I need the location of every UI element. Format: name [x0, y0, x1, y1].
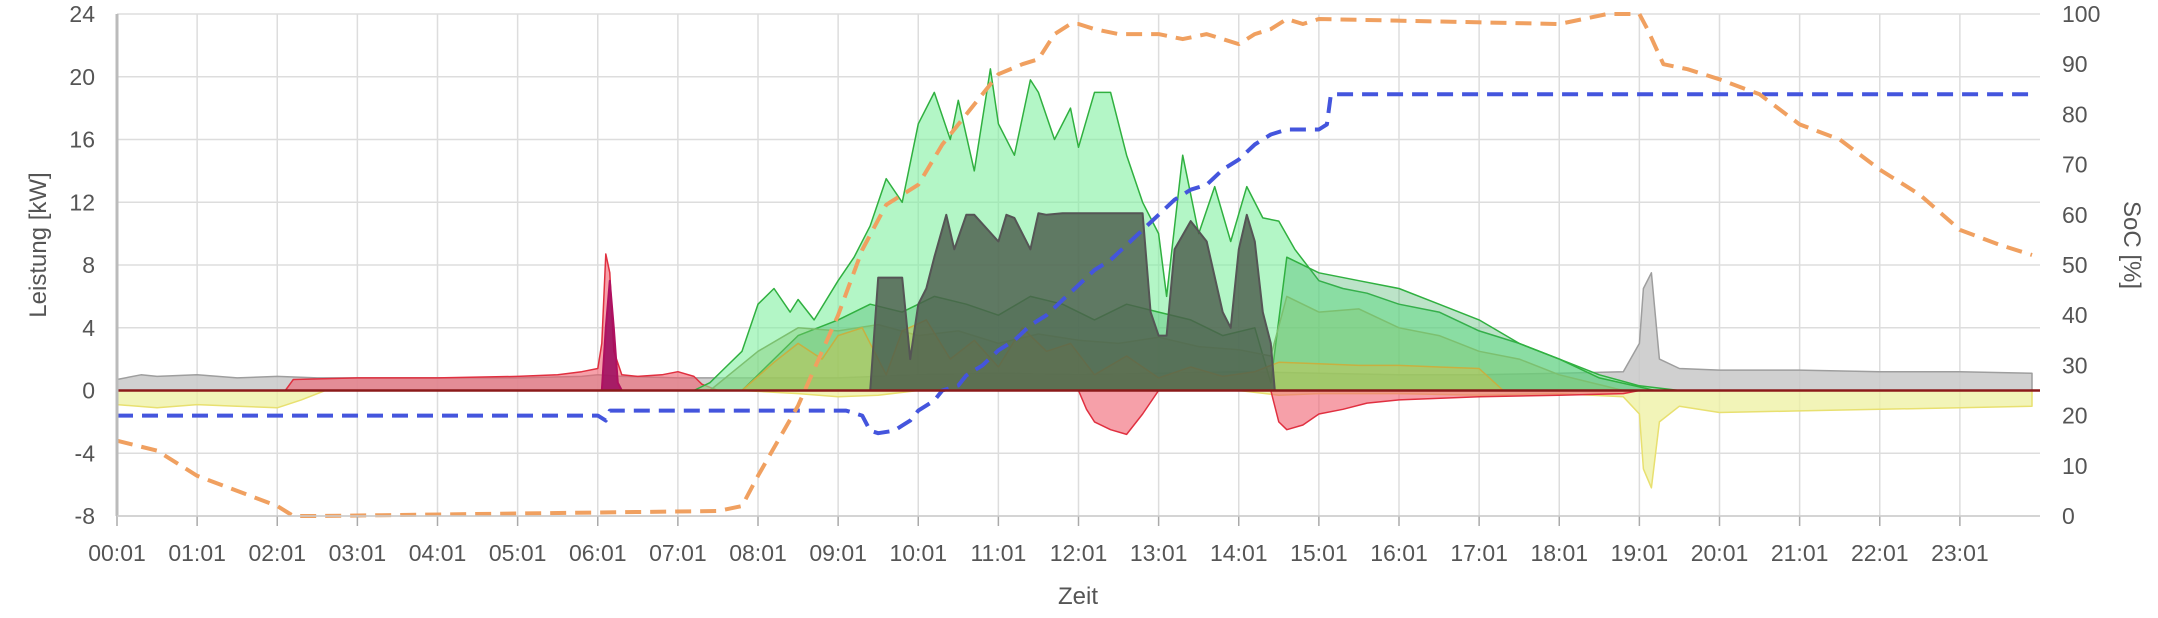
y-tick-label: 24 [69, 1, 95, 27]
series-areas [116, 68, 2033, 489]
y2-tick-label: 20 [2062, 403, 2088, 429]
y-tick-label: -4 [75, 440, 96, 466]
x-tick-label: 04:01 [409, 540, 467, 566]
y2-tick-label: 0 [2062, 503, 2075, 529]
y-tick-label: 0 [82, 378, 95, 404]
axes: 24201612840-4-8100908070605040302010000:… [69, 1, 2100, 566]
y2-tick-label: 80 [2062, 101, 2088, 127]
series-area-battery_charge_neg [116, 389, 2033, 489]
y-tick-label: 20 [69, 64, 95, 90]
x-tick-label: 05:01 [489, 540, 547, 566]
y-tick-label: 12 [69, 189, 95, 215]
x-tick-label: 18:01 [1530, 540, 1588, 566]
x-tick-label: 03:01 [329, 540, 387, 566]
x-tick-label: 11:01 [970, 540, 1026, 566]
y2-tick-label: 30 [2062, 352, 2088, 378]
y2-tick-label: 10 [2062, 453, 2088, 479]
x-tick-label: 06:01 [569, 540, 627, 566]
series-line-soc_blue [117, 92, 2032, 436]
x-tick-label: 17:01 [1450, 540, 1508, 566]
x-tick-label: 13:01 [1130, 540, 1188, 566]
y-tick-label: 4 [82, 315, 95, 341]
x-tick-label: 08:01 [729, 540, 787, 566]
y2-tick-label: 100 [2062, 1, 2100, 27]
y-tick-label: 16 [69, 127, 95, 153]
y-tick-label: -8 [75, 503, 95, 529]
y2-tick-label: 50 [2062, 252, 2088, 278]
x-tick-label: 16:01 [1370, 540, 1428, 566]
x-tick-label: 14:01 [1210, 540, 1268, 566]
y2-tick-label: 70 [2062, 152, 2088, 178]
x-tick-label: 01:01 [168, 540, 226, 566]
x-tick-label: 07:01 [649, 540, 707, 566]
x-tick-label: 21:01 [1771, 540, 1829, 566]
y2-axis-title: SoC [%] [2118, 201, 2145, 289]
x-tick-label: 19:01 [1611, 540, 1669, 566]
series-line-soc_orange [116, 12, 2033, 518]
x-tick-label: 15:01 [1290, 540, 1348, 566]
series-lines [116, 12, 2040, 518]
y2-tick-label: 40 [2062, 302, 2088, 328]
y-axis-title: Leistung [kW] [25, 172, 52, 317]
x-axis-title: Zeit [1058, 583, 1098, 610]
x-tick-label: 20:01 [1691, 540, 1749, 566]
x-tick-label: 02:01 [248, 540, 306, 566]
x-tick-label: 10:01 [889, 540, 947, 566]
y2-tick-label: 90 [2062, 51, 2088, 77]
y2-tick-label: 60 [2062, 202, 2088, 228]
x-tick-label: 23:01 [1931, 540, 1989, 566]
y-tick-label: 8 [82, 252, 95, 278]
series-area-wallbox [869, 212, 1276, 392]
x-tick-label: 22:01 [1851, 540, 1909, 566]
x-tick-label: 00:01 [88, 540, 146, 566]
x-tick-label: 09:01 [809, 540, 867, 566]
x-tick-label: 12:01 [1050, 540, 1108, 566]
